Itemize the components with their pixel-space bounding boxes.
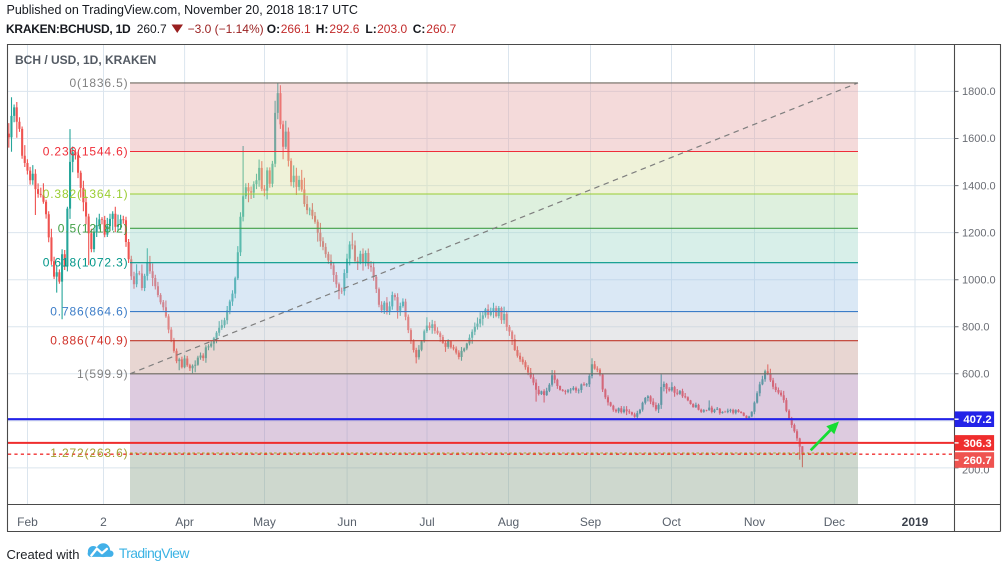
- svg-text:Jun: Jun: [337, 515, 356, 529]
- svg-text:306.3: 306.3: [963, 438, 991, 450]
- svg-text:Feb: Feb: [17, 515, 38, 529]
- svg-text:O:: O:: [267, 22, 280, 36]
- svg-text:0.5(1218.2): 0.5(1218.2): [58, 221, 129, 235]
- svg-text:800.0: 800.0: [962, 322, 990, 334]
- svg-text:Oct: Oct: [662, 515, 681, 529]
- svg-text:Jul: Jul: [419, 515, 434, 529]
- svg-text:292.6: 292.6: [329, 22, 359, 36]
- svg-text:1800.0: 1800.0: [962, 86, 996, 98]
- svg-text:Created with: Created with: [7, 547, 80, 562]
- svg-text:0.236(1544.6): 0.236(1544.6): [43, 145, 129, 159]
- svg-text:1200.0: 1200.0: [962, 227, 996, 239]
- svg-text:Aug: Aug: [498, 515, 519, 529]
- svg-text:H:: H:: [316, 22, 329, 36]
- svg-text:260.7: 260.7: [963, 455, 991, 467]
- svg-text:Dec: Dec: [824, 515, 845, 529]
- svg-text:TradingView: TradingView: [119, 545, 190, 561]
- svg-text:0.382(1364.1): 0.382(1364.1): [43, 187, 129, 201]
- svg-text:0.618(1072.3): 0.618(1072.3): [43, 256, 129, 270]
- svg-text:2019: 2019: [902, 515, 929, 529]
- svg-text:0(1836.5): 0(1836.5): [69, 76, 128, 90]
- svg-text:−3.0 (−1.14%): −3.0 (−1.14%): [188, 22, 264, 36]
- svg-text:0.786(864.6): 0.786(864.6): [50, 305, 128, 319]
- svg-text:407.2: 407.2: [963, 414, 991, 426]
- svg-text:C:: C:: [413, 22, 426, 36]
- svg-text:KRAKEN:BCHUSD, 1D: KRAKEN:BCHUSD, 1D: [6, 22, 131, 36]
- svg-text:203.0: 203.0: [377, 22, 407, 36]
- svg-text:May: May: [253, 515, 276, 529]
- svg-text:266.1: 266.1: [281, 22, 311, 36]
- svg-text:260.7: 260.7: [426, 22, 456, 36]
- svg-text:1000.0: 1000.0: [962, 274, 996, 286]
- svg-text:2: 2: [100, 515, 107, 529]
- svg-text:600.0: 600.0: [962, 369, 990, 381]
- svg-text:0.886(740.9): 0.886(740.9): [50, 334, 128, 348]
- svg-text:1.272(263.6): 1.272(263.6): [50, 446, 128, 460]
- svg-text:Nov: Nov: [744, 515, 765, 529]
- svg-text:BCH / USD, 1D, KRAKEN: BCH / USD, 1D, KRAKEN: [15, 53, 156, 67]
- svg-text:1400.0: 1400.0: [962, 180, 996, 192]
- svg-text:1600.0: 1600.0: [962, 133, 996, 145]
- svg-text:L:: L:: [365, 22, 376, 36]
- svg-text:Apr: Apr: [175, 515, 194, 529]
- svg-text:Published on TradingView.com,: Published on TradingView.com, November 2…: [7, 3, 358, 17]
- svg-text:1(599.9): 1(599.9): [77, 367, 129, 381]
- svg-text:Sep: Sep: [580, 515, 602, 529]
- svg-text:260.7: 260.7: [137, 22, 167, 36]
